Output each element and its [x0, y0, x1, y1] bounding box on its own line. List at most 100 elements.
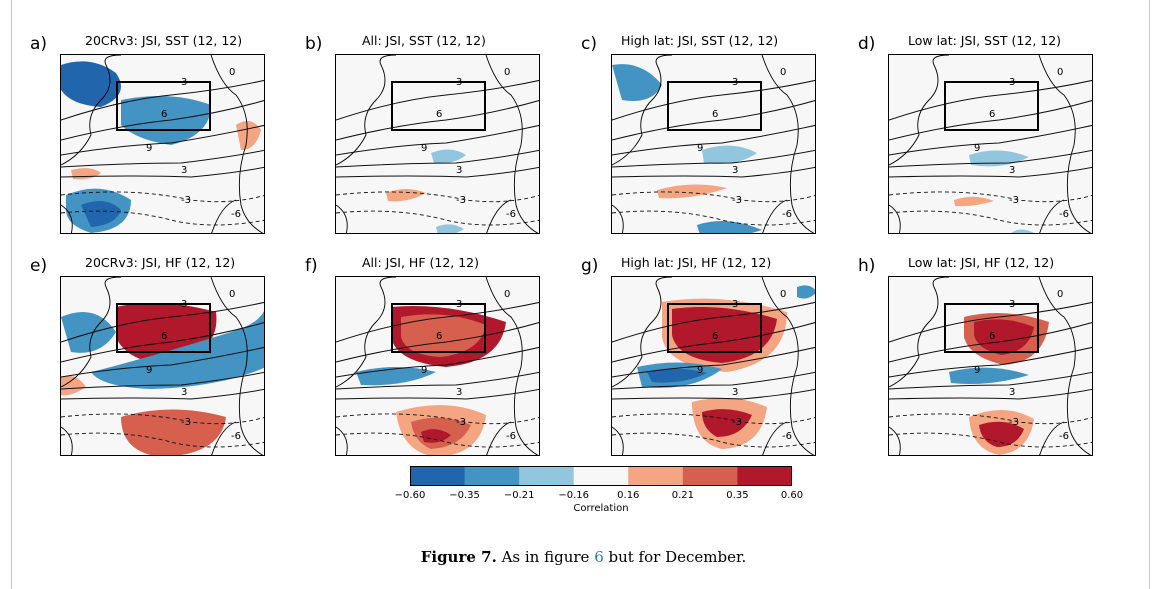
- contour-label: 3: [1009, 77, 1015, 88]
- contour-line: [612, 100, 815, 141]
- panel-letter: e): [30, 256, 48, 276]
- contour-label: 3: [732, 77, 738, 88]
- correlation-shading: [647, 368, 707, 383]
- colorbar-segment: [410, 466, 466, 486]
- contour-label: 9: [421, 365, 427, 376]
- correlation-shading: [236, 121, 261, 150]
- contour-label: 3: [732, 387, 738, 398]
- correlation-shading: [121, 409, 226, 455]
- coastline: [1039, 421, 1065, 455]
- coastline: [889, 204, 901, 233]
- contour-label: 3: [732, 299, 738, 310]
- contour-line-negative: [889, 191, 1092, 203]
- contour-line: [61, 301, 264, 343]
- coastline: [211, 421, 237, 455]
- coastline: [336, 426, 348, 455]
- jsi-region-box: [391, 303, 486, 353]
- contour-label: 6: [161, 109, 167, 120]
- contour-line: [612, 322, 815, 363]
- panel-title: High lat: JSI, HF (12, 12): [621, 255, 772, 270]
- jsi-region-box: [116, 81, 211, 131]
- coastline: [61, 204, 73, 233]
- colorbar-tick-label: −0.21: [503, 490, 535, 501]
- coastline: [336, 204, 348, 233]
- contour-label: 3: [1009, 299, 1015, 310]
- coastline: [612, 426, 624, 455]
- contour-line: [612, 371, 815, 390]
- correlation-shading: [436, 224, 464, 233]
- contour-label: 3: [181, 77, 187, 88]
- contour-line: [61, 166, 264, 178]
- contour-label: -6: [782, 209, 792, 220]
- contour-label: 9: [974, 143, 980, 154]
- contour-line-negative: [889, 413, 1092, 425]
- contour-label: -6: [1059, 209, 1069, 220]
- figure-caption: Figure 7. As in figure 6 but for Decembe…: [0, 548, 1167, 566]
- contour-line-negative: [61, 413, 264, 425]
- contour-line: [612, 388, 815, 400]
- colorbar-tick-label: 0.16: [617, 490, 640, 501]
- contour-line: [889, 100, 1092, 141]
- map-panel: b) All: JSI, SST (12, 12) 0 3 6 9 3 -3 -6: [305, 30, 545, 235]
- contour-line-negative: [612, 413, 815, 425]
- contour-label: 6: [436, 331, 442, 342]
- contour-line: [612, 166, 815, 178]
- correlation-map: 0 3 6 9 3 -3 -6: [888, 54, 1093, 234]
- correlation-shading: [91, 310, 264, 389]
- contour-line: [336, 166, 539, 178]
- correlation-shading: [672, 306, 777, 363]
- coastline: [612, 277, 673, 388]
- contour-label: -3: [456, 417, 466, 428]
- contour-line: [336, 371, 539, 390]
- contour-label: 6: [161, 331, 167, 342]
- contour-line: [61, 322, 264, 363]
- contour-line-negative: [612, 191, 815, 203]
- contour-line: [336, 79, 539, 121]
- coastline: [762, 421, 788, 455]
- contour-label: -3: [732, 195, 742, 206]
- contour-label: 9: [146, 143, 152, 154]
- contour-label: 6: [712, 109, 718, 120]
- coastline: [889, 277, 950, 388]
- coastline: [486, 199, 512, 233]
- contour-label: 3: [456, 387, 462, 398]
- contour-label: 9: [697, 143, 703, 154]
- colorbar-segment: [519, 466, 575, 486]
- colorbar-segment: [628, 466, 684, 486]
- caption-text-after: but for December.: [603, 548, 747, 566]
- contour-label: -3: [181, 195, 191, 206]
- contour-label: -6: [506, 431, 516, 442]
- coastline: [336, 55, 397, 166]
- contour-line: [336, 124, 539, 156]
- correlation-shading: [702, 145, 757, 164]
- colorbar-tick-label: 0.21: [671, 490, 694, 501]
- coastline: [486, 421, 512, 455]
- correlation-shading: [974, 319, 1034, 355]
- contour-label: 3: [732, 165, 738, 176]
- map-panel: d) Low lat: JSI, SST (12, 12) 0 3 6 9 3 -3 -6: [858, 30, 1098, 235]
- contour-line-negative: [336, 413, 539, 425]
- panel-title: 20CRv3: JSI, SST (12, 12): [85, 33, 243, 48]
- contour-line: [612, 79, 815, 121]
- colorbar-segment: [573, 466, 629, 486]
- colorbar-tick-label: 0.60: [780, 490, 804, 501]
- contour-line: [61, 100, 264, 141]
- colorbar-tick-label: 0.35: [726, 490, 749, 501]
- caption-figure-link[interactable]: 6: [594, 548, 604, 566]
- contour-line: [336, 322, 539, 363]
- contour-line: [61, 79, 264, 121]
- panel-letter: f): [305, 256, 318, 276]
- contour-label: -3: [1009, 417, 1019, 428]
- contour-line: [336, 346, 539, 378]
- contour-label: 0: [229, 67, 235, 78]
- panel-title: 20CRv3: JSI, HF (12, 12): [85, 255, 236, 270]
- panel-letter: d): [858, 34, 876, 54]
- contour-line: [336, 301, 539, 343]
- contour-line: [612, 301, 815, 343]
- contour-line: [336, 388, 539, 400]
- contour-label: -6: [231, 209, 241, 220]
- contour-line: [889, 79, 1092, 121]
- page-frame: [11, 0, 1150, 589]
- contour-line: [889, 371, 1092, 390]
- contour-line: [889, 346, 1092, 378]
